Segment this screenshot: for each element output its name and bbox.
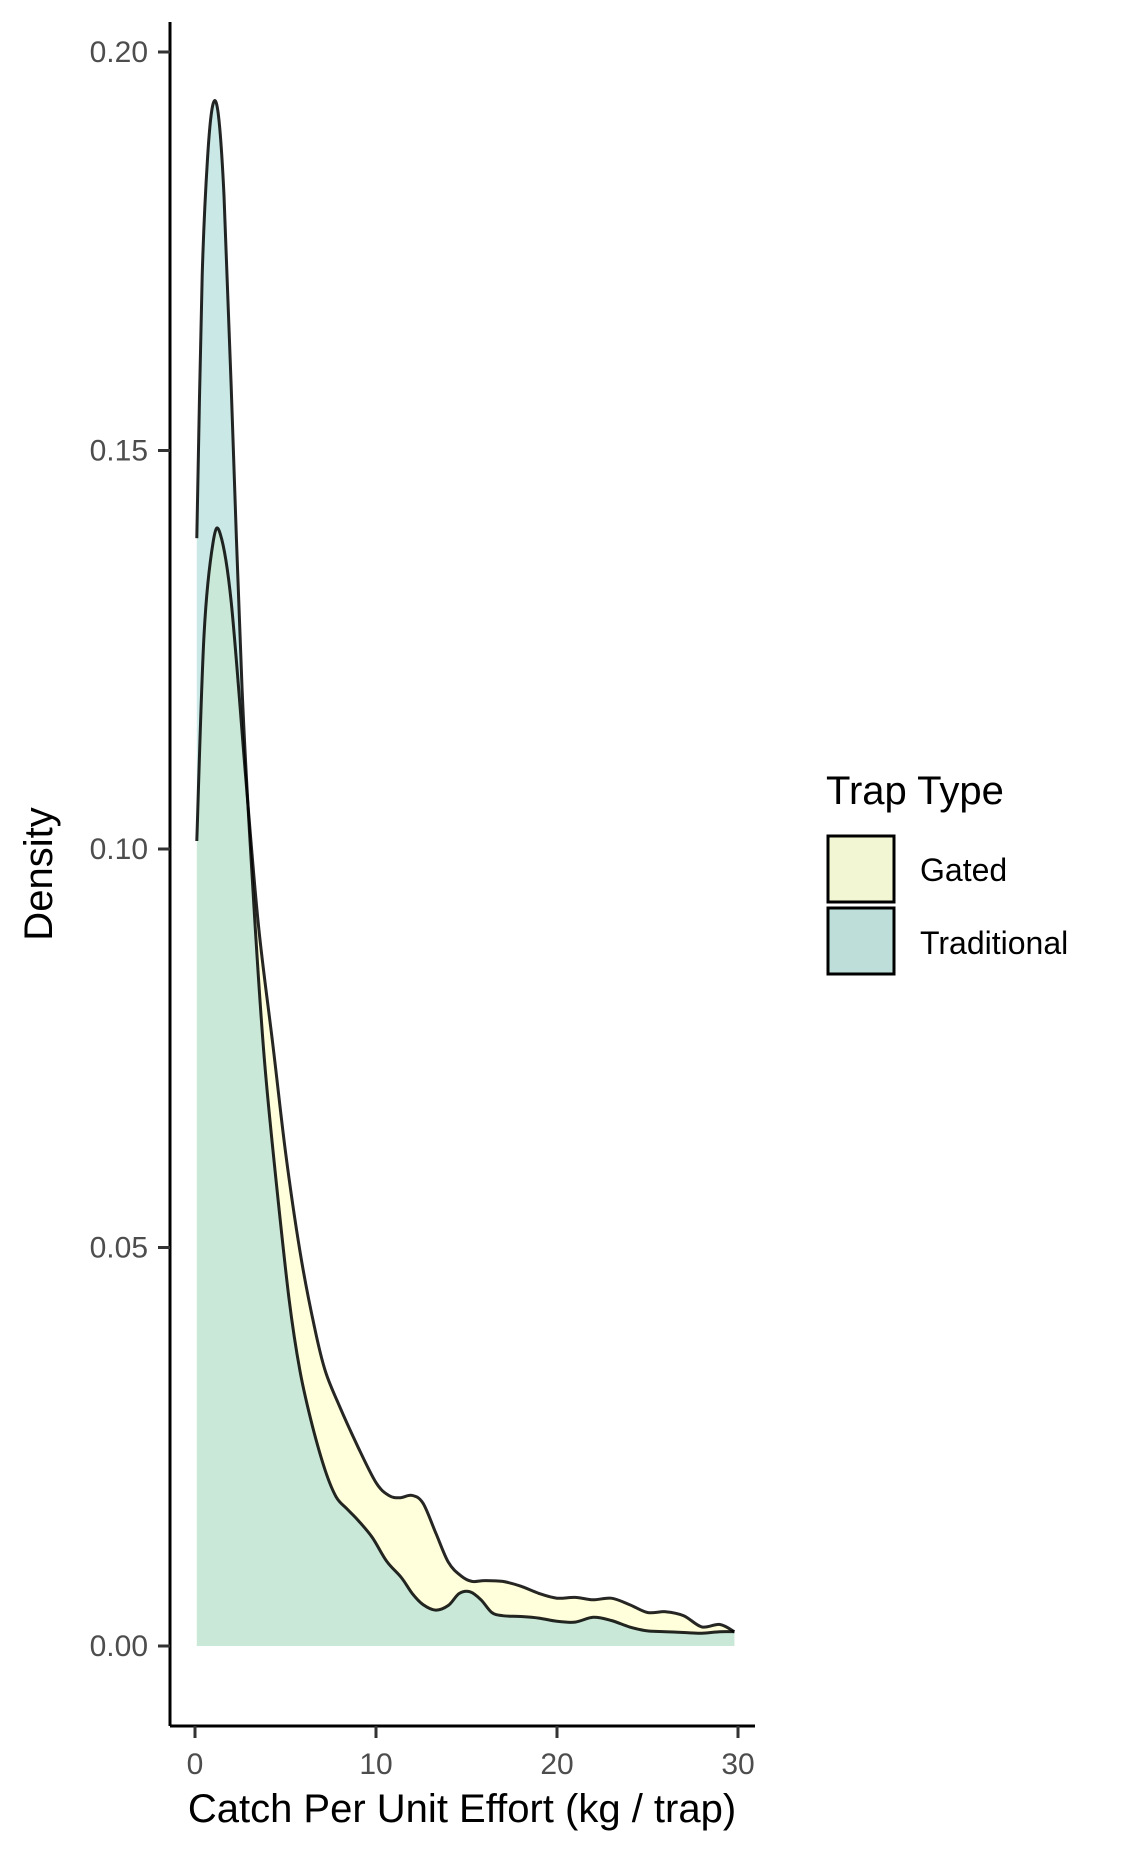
legend-key-gated xyxy=(826,834,896,904)
x-axis-title: Catch Per Unit Effort (kg / trap) xyxy=(188,1787,736,1831)
density-area-traditional xyxy=(196,100,735,1646)
ticks-layer: 0 10 20 30 0.00 0.05 0.10 0.15 0.20 xyxy=(90,36,755,1781)
legend-title: Trap Type xyxy=(826,769,1004,813)
y-axis-title: Density xyxy=(17,807,61,940)
legend-label-traditional: Traditional xyxy=(920,925,1068,961)
y-tick-label: 0.05 xyxy=(90,1232,148,1265)
legend-key-traditional xyxy=(826,906,896,976)
series-layer xyxy=(195,99,736,1646)
y-tick-label: 0.20 xyxy=(90,36,148,69)
legend: Trap Type Gated Traditional xyxy=(826,769,1068,976)
legend-item-gated: Gated xyxy=(826,834,1007,904)
x-tick-label: 20 xyxy=(540,1748,573,1781)
x-tick-label: 30 xyxy=(721,1748,754,1781)
legend-item-traditional: Traditional xyxy=(826,906,1068,976)
axes-layer xyxy=(168,22,755,1728)
x-tick-label: 0 xyxy=(187,1748,204,1781)
x-tick-label: 10 xyxy=(359,1748,392,1781)
y-tick-label: 0.15 xyxy=(90,435,148,468)
legend-label-gated: Gated xyxy=(920,852,1007,888)
y-tick-label: 0.10 xyxy=(90,833,148,866)
density-line-traditional xyxy=(195,99,735,1635)
y-tick-label: 0.00 xyxy=(90,1630,148,1663)
